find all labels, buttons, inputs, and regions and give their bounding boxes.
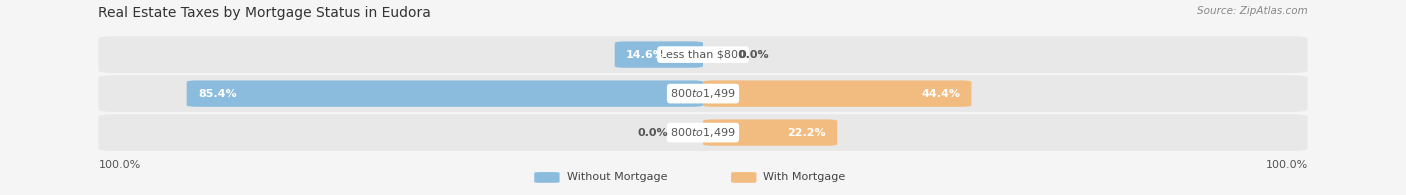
FancyBboxPatch shape [703, 119, 837, 146]
Text: 85.4%: 85.4% [198, 89, 236, 99]
FancyBboxPatch shape [98, 75, 1308, 112]
Text: 0.0%: 0.0% [738, 50, 769, 60]
Text: 100.0%: 100.0% [1265, 160, 1308, 170]
Text: $800 to $1,499: $800 to $1,499 [671, 126, 735, 139]
FancyBboxPatch shape [98, 114, 1308, 151]
Text: With Mortgage: With Mortgage [763, 172, 845, 183]
Text: 100.0%: 100.0% [98, 160, 141, 170]
Text: Real Estate Taxes by Mortgage Status in Eudora: Real Estate Taxes by Mortgage Status in … [98, 6, 432, 20]
FancyBboxPatch shape [703, 80, 972, 107]
FancyBboxPatch shape [534, 172, 560, 183]
Text: $800 to $1,499: $800 to $1,499 [671, 87, 735, 100]
Text: Less than $800: Less than $800 [661, 50, 745, 60]
Text: Source: ZipAtlas.com: Source: ZipAtlas.com [1197, 6, 1308, 16]
Text: 14.6%: 14.6% [626, 50, 665, 60]
Text: 44.4%: 44.4% [921, 89, 960, 99]
FancyBboxPatch shape [614, 41, 703, 68]
Text: 0.0%: 0.0% [637, 128, 668, 138]
FancyBboxPatch shape [731, 172, 756, 183]
FancyBboxPatch shape [98, 36, 1308, 73]
FancyBboxPatch shape [187, 80, 703, 107]
Text: Without Mortgage: Without Mortgage [567, 172, 666, 183]
Text: 22.2%: 22.2% [787, 128, 825, 138]
